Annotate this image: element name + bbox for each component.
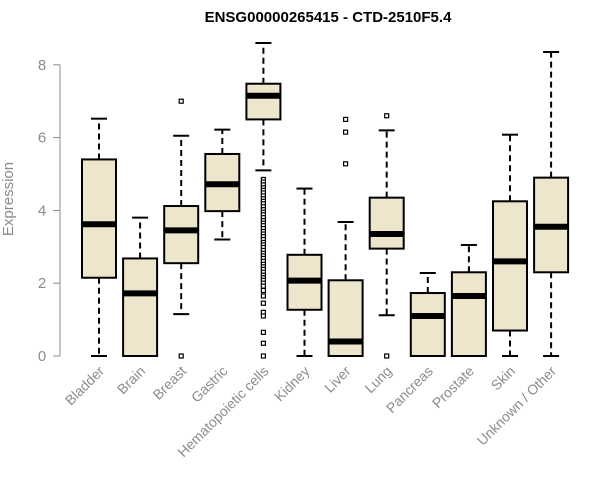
y-tick-label-8: 8	[38, 57, 46, 74]
x-label-kidney: Kidney	[271, 363, 313, 405]
y-tick-label-2: 2	[38, 275, 46, 292]
box-body-liver	[327, 279, 364, 357]
y-axis-label: Expression	[0, 162, 17, 236]
box-unknown-other	[533, 51, 570, 357]
box-body-hematopoietic-cells	[245, 82, 282, 121]
box-liver	[327, 116, 364, 357]
x-label-prostate: Prostate	[429, 363, 477, 411]
box-body-breast	[163, 205, 200, 265]
box-kidney	[286, 187, 323, 357]
y-tick-label-4: 4	[38, 202, 46, 219]
outlier-liver-1	[343, 129, 349, 135]
outlier-breast-1	[178, 353, 184, 359]
box-body-lung	[368, 196, 405, 250]
box-body-bladder	[81, 158, 117, 279]
outlier-hematopoietic-cells-47	[260, 353, 266, 359]
box-pancreas	[409, 272, 446, 358]
outlier-hematopoietic-cells-40	[260, 287, 266, 294]
box-body-skin	[492, 200, 528, 332]
chart-title: ENSG00000265415 - CTD-2510F5.4	[205, 9, 452, 26]
outlier-hematopoietic-cells-42	[260, 300, 266, 306]
outlier-liver-0	[343, 116, 349, 123]
outlier-hematopoietic-cells-41	[260, 293, 266, 299]
box-brain	[122, 216, 159, 357]
y-axis: 0 2 4 6 8	[38, 57, 61, 365]
outlier-hematopoietic-cells-44	[260, 313, 266, 319]
box-hematopoietic-cells	[245, 41, 282, 359]
outlier-lung-1	[384, 353, 390, 359]
x-label-skin: Skin	[488, 363, 519, 394]
x-label-lung: Lung	[361, 363, 394, 396]
y-tick-label-6: 6	[38, 130, 46, 147]
outlier-liver-2	[343, 161, 349, 167]
box-body-pancreas	[409, 292, 446, 358]
box-breast	[163, 98, 200, 359]
outlier-hematopoietic-cells-45	[260, 329, 266, 335]
x-label-breast: Breast	[149, 363, 189, 403]
box-lung	[368, 113, 405, 359]
outlier-hematopoietic-cells-46	[260, 340, 266, 346]
outlier-breast-0	[178, 98, 184, 104]
box-body-prostate	[450, 271, 487, 357]
x-label-brain: Brain	[114, 363, 148, 397]
box-skin	[492, 133, 528, 357]
outlier-hematopoietic-cells-39	[260, 283, 266, 289]
x-label-liver: Liver	[321, 363, 354, 396]
y-tick-label-0: 0	[38, 348, 46, 365]
box-prostate	[450, 243, 487, 357]
box-gastric	[204, 128, 241, 241]
x-label-bladder: Bladder	[62, 363, 108, 409]
box-bladder	[81, 117, 117, 357]
box-body-brain	[122, 257, 159, 357]
outlier-lung-0	[384, 113, 390, 119]
box-series	[81, 41, 570, 359]
